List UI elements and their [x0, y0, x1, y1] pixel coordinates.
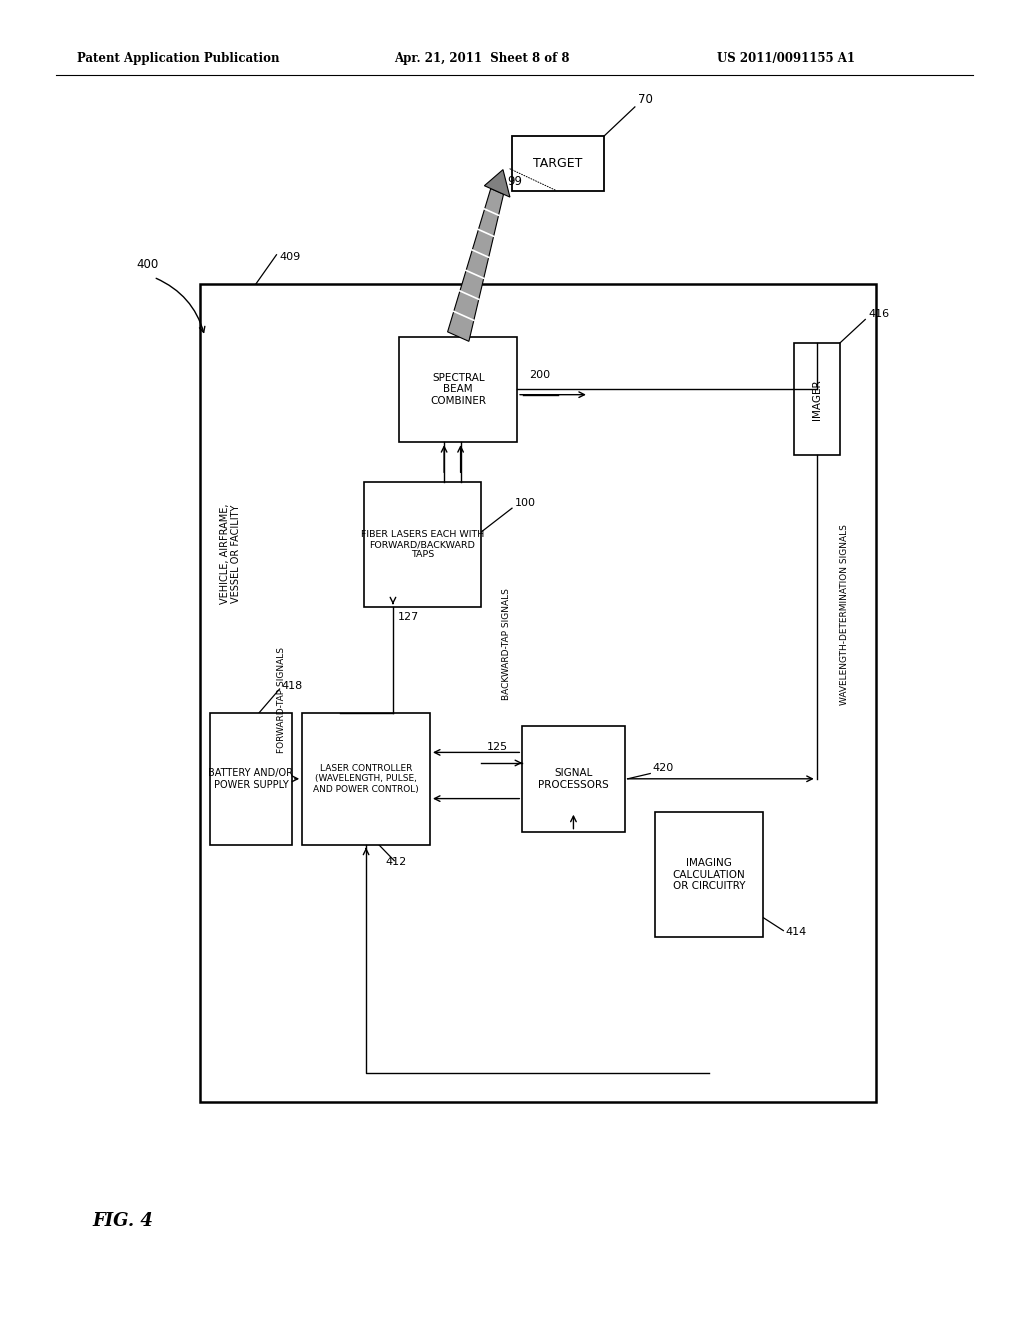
- Text: 409: 409: [280, 252, 301, 263]
- Text: BATTERY AND/OR
POWER SUPPLY: BATTERY AND/OR POWER SUPPLY: [208, 768, 294, 789]
- Text: Patent Application Publication: Patent Application Publication: [77, 51, 280, 65]
- Text: SIGNAL
PROCESSORS: SIGNAL PROCESSORS: [538, 768, 609, 789]
- Text: FIG. 4: FIG. 4: [92, 1212, 153, 1230]
- Text: 416: 416: [868, 309, 890, 319]
- Text: FORWARD-TAP SIGNALS: FORWARD-TAP SIGNALS: [278, 647, 286, 752]
- Bar: [522, 726, 625, 832]
- Bar: [364, 482, 481, 607]
- Text: 414: 414: [785, 927, 807, 937]
- Text: IMAGING
CALCULATION
OR CIRCUITRY: IMAGING CALCULATION OR CIRCUITRY: [673, 858, 745, 891]
- Text: US 2011/0091155 A1: US 2011/0091155 A1: [717, 51, 855, 65]
- Text: SPECTRAL
BEAM
COMBINER: SPECTRAL BEAM COMBINER: [430, 372, 486, 407]
- Text: 400: 400: [136, 257, 159, 271]
- Bar: [512, 136, 604, 191]
- Bar: [655, 812, 763, 937]
- Text: 100: 100: [515, 498, 537, 508]
- Bar: [210, 713, 292, 845]
- Text: 412: 412: [385, 857, 407, 867]
- Bar: [399, 337, 517, 442]
- Text: 127: 127: [398, 612, 420, 623]
- Text: IMAGER: IMAGER: [812, 379, 821, 420]
- Text: TARGET: TARGET: [534, 157, 583, 170]
- Bar: [794, 343, 840, 455]
- Text: FIBER LASERS EACH WITH
FORWARD/BACKWARD
TAPS: FIBER LASERS EACH WITH FORWARD/BACKWARD …: [360, 529, 484, 560]
- Text: 99: 99: [508, 174, 522, 187]
- Text: WAVELENGTH-DETERMINATION SIGNALS: WAVELENGTH-DETERMINATION SIGNALS: [841, 524, 849, 705]
- Text: 418: 418: [282, 681, 303, 692]
- Text: Apr. 21, 2011  Sheet 8 of 8: Apr. 21, 2011 Sheet 8 of 8: [394, 51, 569, 65]
- Text: 200: 200: [529, 370, 551, 380]
- Polygon shape: [484, 170, 510, 197]
- Text: VEHICLE, AIRFRAME,
VESSEL OR FACILITY: VEHICLE, AIRFRAME, VESSEL OR FACILITY: [219, 504, 242, 605]
- Text: 125: 125: [486, 742, 508, 752]
- Text: BACKWARD-TAP SIGNALS: BACKWARD-TAP SIGNALS: [503, 587, 511, 700]
- Text: 70: 70: [638, 92, 653, 106]
- Bar: [302, 713, 430, 845]
- Bar: [200, 284, 876, 1102]
- Text: 420: 420: [652, 763, 674, 774]
- Polygon shape: [447, 189, 504, 342]
- Text: LASER CONTROLLER
(WAVELENGTH, PULSE,
AND POWER CONTROL): LASER CONTROLLER (WAVELENGTH, PULSE, AND…: [313, 764, 419, 793]
